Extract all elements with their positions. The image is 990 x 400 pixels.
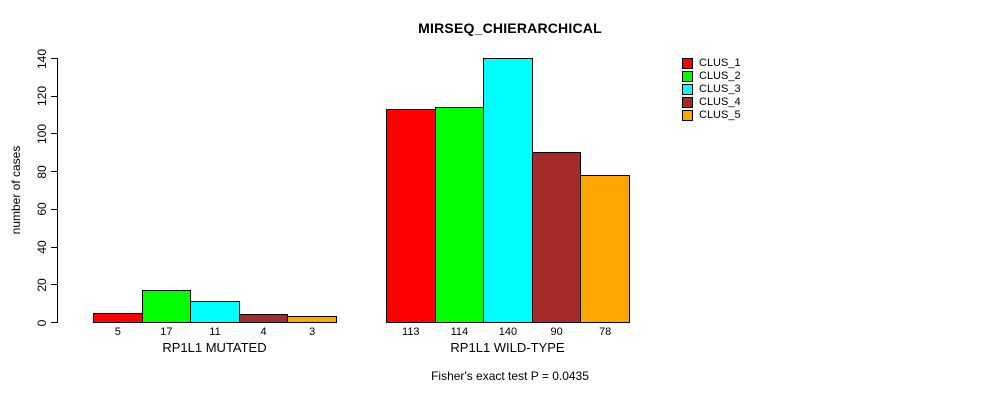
legend-label: CLUS_5 xyxy=(699,109,741,121)
y-tick-label: 20 xyxy=(35,278,49,292)
fisher-test-caption: Fisher's exact test P = 0.0435 xyxy=(431,369,589,383)
y-tick-label: 60 xyxy=(35,202,49,217)
y-axis-tick xyxy=(51,246,57,248)
group-label: RP1L1 WILD-TYPE xyxy=(450,340,565,355)
bar-clus_1 xyxy=(93,312,143,323)
y-axis-tick xyxy=(51,284,57,286)
bar-value-label: 90 xyxy=(550,326,563,338)
y-tick-label: 0 xyxy=(35,319,49,326)
legend-item: CLUS_4 xyxy=(682,96,741,109)
y-axis-tick xyxy=(51,58,57,59)
legend-item: CLUS_3 xyxy=(682,83,741,96)
y-tick-label: 80 xyxy=(35,164,49,179)
legend-swatch xyxy=(682,58,693,69)
y-tick-label: 120 xyxy=(35,86,49,107)
group-label: RP1L1 MUTATED xyxy=(162,340,267,355)
bar-clus_2 xyxy=(141,289,192,323)
legend-label: CLUS_2 xyxy=(699,70,741,82)
y-axis-tick xyxy=(51,208,57,210)
legend-label: CLUS_1 xyxy=(699,57,741,69)
bar-clus_3 xyxy=(190,301,240,323)
legend-label: CLUS_4 xyxy=(699,96,741,108)
bar-clus_5 xyxy=(287,316,337,323)
legend-swatch xyxy=(682,71,693,82)
legend-label: CLUS_3 xyxy=(699,83,741,95)
y-tick-label: 40 xyxy=(35,240,49,254)
bar-value-label: 5 xyxy=(114,326,121,338)
y-axis-tick xyxy=(51,95,57,97)
bar-clus_1 xyxy=(386,108,436,323)
legend-swatch xyxy=(682,97,693,108)
bar-value-label: 114 xyxy=(450,326,469,338)
bar-clus_5 xyxy=(580,174,630,323)
legend: CLUS_1 CLUS_2 CLUS_3 CLUS_4 CLUS_5 xyxy=(682,57,741,122)
legend-swatch xyxy=(682,84,693,95)
legend-swatch xyxy=(682,110,693,121)
y-axis-tick xyxy=(51,133,57,135)
y-tick-label: 100 xyxy=(35,123,49,144)
bar-clus_4 xyxy=(238,314,289,323)
legend-item: CLUS_1 xyxy=(682,57,741,70)
bar-value-label: 3 xyxy=(309,326,316,338)
y-tick-label: 140 xyxy=(35,48,49,69)
y-axis-tick xyxy=(51,171,57,173)
bar-value-label: 113 xyxy=(402,326,420,338)
bar-value-label: 78 xyxy=(599,326,612,338)
bar-value-label: 11 xyxy=(209,326,221,338)
chart-title: MIRSEQ_CHIERARCHICAL xyxy=(418,20,602,36)
bar-clus_3 xyxy=(483,58,533,323)
bar-clus_2 xyxy=(434,107,485,323)
y-axis-tick xyxy=(51,322,57,323)
legend-item: CLUS_2 xyxy=(682,70,741,83)
bar-value-label: 4 xyxy=(260,326,267,338)
legend-item: CLUS_5 xyxy=(682,109,741,122)
y-axis-line xyxy=(57,58,58,323)
bar-value-label: 17 xyxy=(160,326,173,338)
bar-value-label: 140 xyxy=(498,326,518,338)
bar-clus_4 xyxy=(531,152,582,323)
